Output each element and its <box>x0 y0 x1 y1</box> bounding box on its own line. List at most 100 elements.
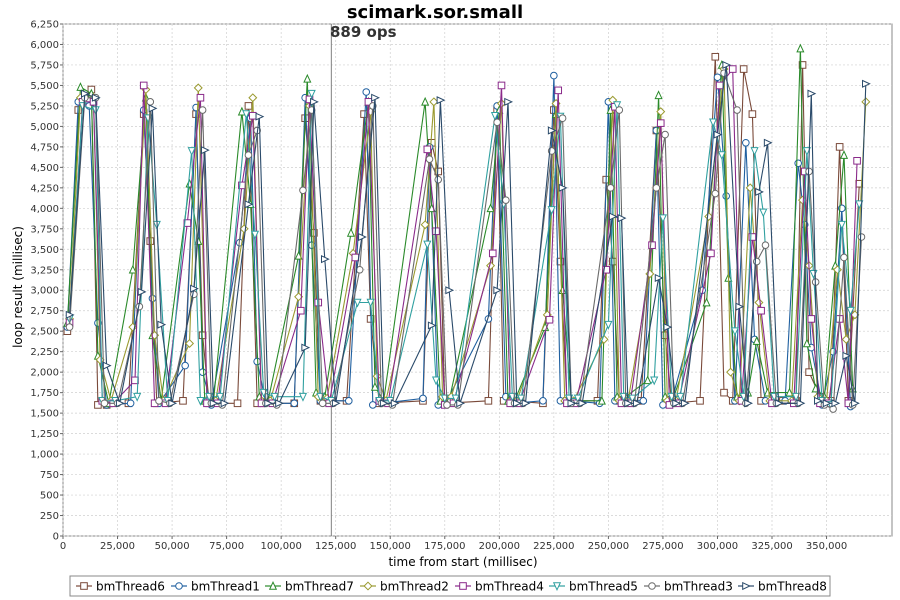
data-point <box>351 253 360 262</box>
data-point <box>658 214 668 224</box>
data-point <box>371 93 380 102</box>
y-axis-label: loop result (millisec) <box>11 226 25 348</box>
data-point <box>353 298 362 308</box>
data-point <box>726 367 736 377</box>
data-point <box>774 399 784 408</box>
data-point <box>814 396 823 405</box>
data-point <box>652 184 661 192</box>
data-point <box>250 230 260 240</box>
x-tick-label: 75,000 <box>209 541 244 552</box>
data-point <box>702 297 711 307</box>
data-point <box>139 81 148 90</box>
data-point <box>301 343 311 352</box>
data-point <box>423 145 432 154</box>
y-tick-label: 3,000 <box>30 286 59 297</box>
x-tick-label: 275,000 <box>642 541 683 552</box>
data-point <box>133 392 142 402</box>
legend-item: bmThread8 <box>738 580 827 594</box>
legend-item: bmThread1 <box>171 580 260 594</box>
x-tick-label: 25,000 <box>100 541 135 552</box>
data-point <box>168 399 178 408</box>
data-point <box>296 306 305 315</box>
data-point <box>264 399 274 408</box>
series-line <box>68 64 867 406</box>
data-point <box>654 273 664 283</box>
data-point <box>554 86 563 95</box>
data-point <box>802 147 812 156</box>
series-bmthread8 <box>65 60 871 408</box>
data-point <box>696 397 704 405</box>
data-point <box>80 582 88 590</box>
data-point <box>652 126 661 135</box>
data-point <box>798 61 807 69</box>
y-tick-label: 2,500 <box>30 327 59 338</box>
data-point <box>648 241 656 249</box>
data-point <box>822 399 832 408</box>
data-point <box>298 392 308 402</box>
data-point <box>748 233 757 241</box>
data-point <box>244 151 253 159</box>
data-point <box>715 81 724 90</box>
data-point <box>722 60 732 70</box>
data-point <box>179 397 187 405</box>
legend-label: bmThread8 <box>758 580 827 594</box>
data-point <box>733 106 741 114</box>
data-point <box>270 392 279 402</box>
y-tick-label: 500 <box>40 491 59 502</box>
data-point <box>650 376 659 386</box>
x-tick-label: 125,000 <box>315 541 356 552</box>
data-point <box>840 253 848 262</box>
data-point <box>320 255 330 264</box>
data-point <box>757 306 765 315</box>
y-tick-label: 1,000 <box>30 450 59 461</box>
data-point <box>248 93 258 103</box>
y-tick-label: 3,750 <box>30 224 59 235</box>
data-point <box>628 394 637 404</box>
data-point <box>128 264 137 274</box>
data-point <box>802 338 812 348</box>
data-point <box>307 89 316 99</box>
data-point <box>420 220 430 230</box>
data-point <box>434 175 443 184</box>
y-tick-label: 5,000 <box>30 122 59 133</box>
data-point <box>761 241 770 249</box>
data-point <box>709 118 718 128</box>
y-tick-label: 5,750 <box>30 60 59 71</box>
data-point <box>488 249 497 258</box>
data-point <box>358 232 367 242</box>
data-point <box>853 157 861 165</box>
data-point <box>791 392 801 402</box>
data-point <box>851 399 860 408</box>
data-point <box>558 114 567 123</box>
data-point <box>656 119 665 127</box>
x-tick-label: 225,000 <box>533 541 574 552</box>
data-point <box>190 290 198 299</box>
x-tick-label: 150,000 <box>370 541 411 552</box>
data-point <box>680 399 690 408</box>
series-line <box>68 93 860 406</box>
x-axis: 0 25,000 50,000 75,000 100,000 125,000 150,000… <box>60 536 847 552</box>
y-tick-label: 2,250 <box>30 347 59 358</box>
data-point <box>183 219 192 227</box>
data-point <box>436 96 446 105</box>
x-tick-label: 200,000 <box>479 541 520 552</box>
data-point <box>750 147 759 156</box>
data-point <box>421 96 430 106</box>
data-point <box>248 111 257 120</box>
data-point <box>486 261 496 271</box>
data-point <box>255 112 265 121</box>
data-point <box>244 200 254 209</box>
x-tick-label: 175,000 <box>424 541 465 552</box>
data-point <box>362 88 371 96</box>
data-point <box>190 284 199 293</box>
data-point <box>91 93 101 102</box>
data-point <box>643 375 652 385</box>
y-tick-label: 2,750 <box>30 306 59 317</box>
data-point <box>707 249 715 258</box>
data-point <box>831 399 841 408</box>
data-point <box>493 118 501 127</box>
data-point <box>390 399 400 408</box>
legend-item: bmThread5 <box>549 580 638 594</box>
data-point <box>65 323 74 331</box>
